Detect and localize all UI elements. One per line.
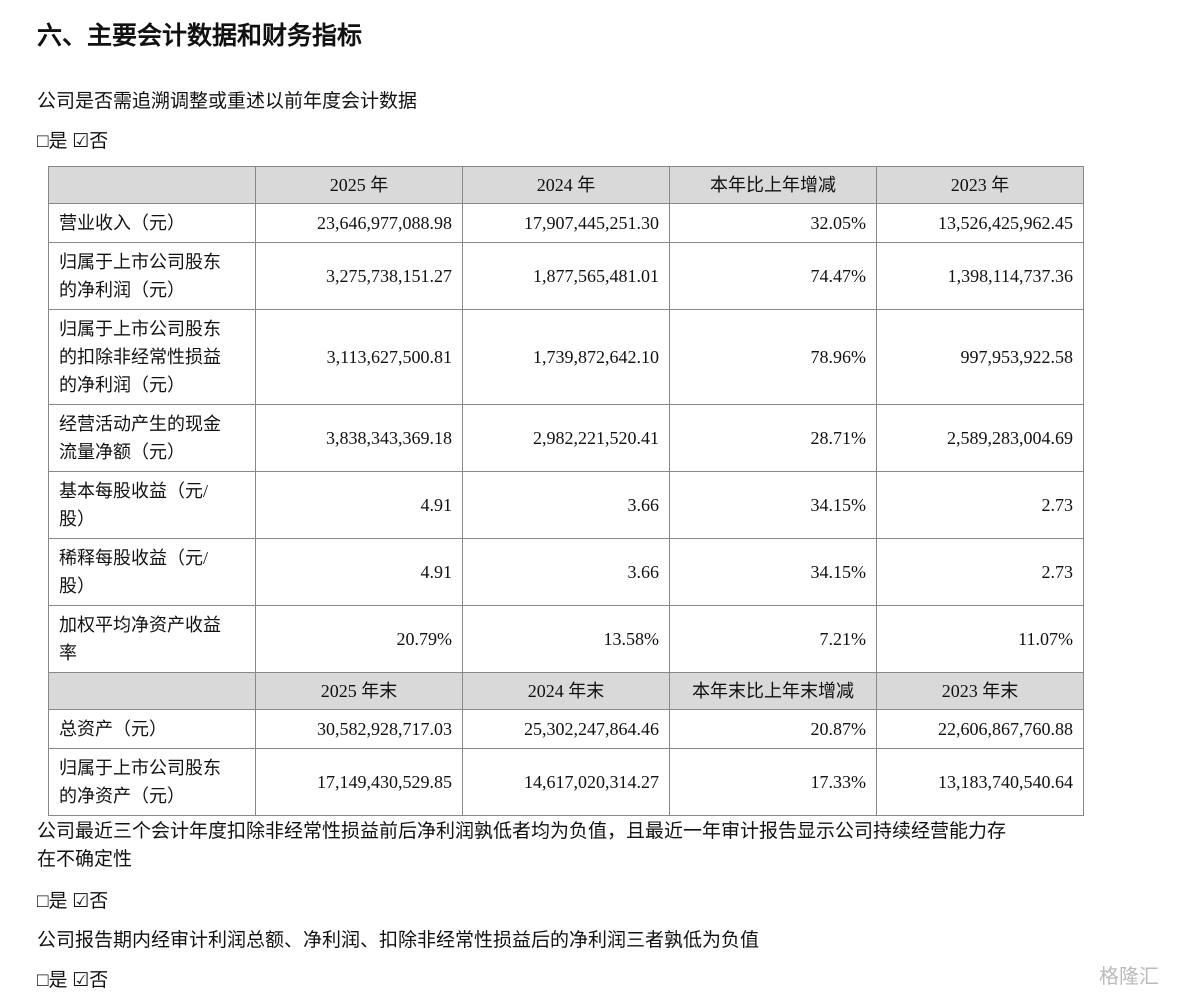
cell: 17.33% <box>669 748 877 816</box>
cell: 3,275,738,151.27 <box>255 242 463 310</box>
header-row: 2025 年末 2024 年末 本年末比上年末增减 2023 年末 <box>48 672 1084 710</box>
question: 公司最近三个会计年度扣除非经常性损益前后净利润孰低者均为负值，且最近一年审计报告… <box>37 821 1007 870</box>
row-label: 营业收入（元） <box>48 203 256 243</box>
question: 公司报告期内经审计利润总额、净利润、扣除非经常性损益后的净利润三者孰低为负值 <box>37 930 760 951</box>
cell: 1,739,872,642.10 <box>462 309 670 405</box>
row-label-line: 股） <box>59 576 95 596</box>
row-label: 归属于上市公司股东 的净利润（元） <box>48 242 256 310</box>
data-row: 归属于上市公司股东 的净利润（元） 3,275,738,151.27 1,877,56… <box>48 242 1084 310</box>
row-label: 经营活动产生的现金 流量净额（元） <box>48 404 256 472</box>
header-row: 2025 年 2024 年本年比上年增减 2023 年 <box>48 166 1084 204</box>
cell: 13,183,740,540.64 <box>876 748 1084 816</box>
cell: 74.47% <box>669 242 877 310</box>
cell: 997,953,922.58 <box>876 309 1084 405</box>
header-cell: 2023 年 <box>876 166 1084 204</box>
data-row: 稀释每股收益（元/股） 4.91 3.66 34.15% 2.73 <box>48 538 1084 606</box>
cell: 2,982,221,520.41 <box>462 404 670 472</box>
row-label-line: 归属于上市公司股东 <box>59 758 221 778</box>
row-label-line: 加权平均净资产收益 <box>59 615 221 635</box>
cell: 1,398,114,737.36 <box>876 242 1084 310</box>
cell: 1,877,565,481.01 <box>462 242 670 310</box>
question: 公司是否需追溯调整或重述以前年度会计数据 <box>37 91 418 112</box>
row-label-line: 流量净额（元） <box>59 442 185 462</box>
cell: 3.66 <box>462 471 670 539</box>
cell: 3.66 <box>462 538 670 606</box>
cell: 78.96% <box>669 309 877 405</box>
cell: 13,526,425,962.45 <box>876 203 1084 243</box>
cell: 34.15% <box>669 538 877 606</box>
data-row: 归属于上市公司股东 的扣除非经常性损益 的净利润（元） 3,113,627,500.8… <box>48 309 1084 405</box>
cell: 7.21% <box>669 605 877 673</box>
header-cell <box>48 166 256 204</box>
cell: 34.15% <box>669 471 877 539</box>
row-label-line: 率 <box>59 643 77 663</box>
header-cell <box>48 672 256 710</box>
data-row: 加权平均净资产收益率 20.79% 13.58% 7.21% 11.07% <box>48 605 1084 673</box>
header-cell: 2024 年 <box>462 166 670 204</box>
row-label-line: 归属于上市公司股东 <box>59 252 221 272</box>
cell: 17,907,445,251.30 <box>462 203 670 243</box>
cell: 20.87% <box>669 709 877 749</box>
row-label: 基本每股收益（元/股） <box>48 471 256 539</box>
financial-table: 2025 年 2024 年本年比上年增减 2023 年营业收入（元） 23,646,9… <box>48 166 1084 816</box>
cell: 2.73 <box>876 471 1084 539</box>
row-label-line: 股） <box>59 509 95 529</box>
watermark: 格隆汇 <box>1099 964 1159 988</box>
row-label-line: 的净利润（元） <box>59 375 185 395</box>
choice: □是 ☑否 <box>37 970 109 991</box>
header-cell: 本年末比上年末增减 <box>669 672 877 710</box>
row-label-line: 总资产（元） <box>59 719 167 739</box>
cell: 4.91 <box>255 538 463 606</box>
choice: □是 ☑否 <box>37 891 109 912</box>
data-row: 基本每股收益（元/股） 4.91 3.66 34.15% 2.73 <box>48 471 1084 539</box>
row-label: 归属于上市公司股东 的扣除非经常性损益 的净利润（元） <box>48 309 256 405</box>
row-label-line: 稀释每股收益（元/ <box>59 548 209 568</box>
cell: 32.05% <box>669 203 877 243</box>
row-label: 归属于上市公司股东 的净资产（元） <box>48 748 256 816</box>
row-label-line: 基本每股收益（元/ <box>59 481 209 501</box>
choice: □是 ☑否 <box>37 131 109 152</box>
cell: 2.73 <box>876 538 1084 606</box>
row-label-line: 营业收入（元） <box>59 213 185 233</box>
cell: 3,113,627,500.81 <box>255 309 463 405</box>
cell: 20.79% <box>255 605 463 673</box>
row-label-line: 归属于上市公司股东 <box>59 319 221 339</box>
header-cell: 2023 年末 <box>876 672 1084 710</box>
row-label: 稀释每股收益（元/股） <box>48 538 256 606</box>
header-cell: 本年比上年增减 <box>669 166 877 204</box>
cell: 30,582,928,717.03 <box>255 709 463 749</box>
row-label-line: 的净利润（元） <box>59 280 185 300</box>
data-row: 归属于上市公司股东 的净资产（元） 17,149,430,529.85 14,617,… <box>48 748 1084 816</box>
row-label: 总资产（元） <box>48 709 256 749</box>
cell: 23,646,977,088.98 <box>255 203 463 243</box>
header-cell: 2025 年末 <box>255 672 463 710</box>
cell: 3,838,343,369.18 <box>255 404 463 472</box>
cell: 11.07% <box>876 605 1084 673</box>
row-label-line: 的净资产（元） <box>59 786 185 806</box>
row-label-line: 经营活动产生的现金 <box>59 414 221 434</box>
cell: 17,149,430,529.85 <box>255 748 463 816</box>
row-label-line: 的扣除非经常性损益 <box>59 347 221 367</box>
cell: 13.58% <box>462 605 670 673</box>
section-title: 六、主要会计数据和财务指标 <box>37 21 363 50</box>
data-row: 营业收入（元） 23,646,977,088.98 17,907,445,251.3… <box>48 203 1084 243</box>
cell: 14,617,020,314.27 <box>462 748 670 816</box>
data-row: 经营活动产生的现金 流量净额（元） 3,838,343,369.18 2,982,22… <box>48 404 1084 472</box>
cell: 4.91 <box>255 471 463 539</box>
cell: 22,606,867,760.88 <box>876 709 1084 749</box>
data-row: 总资产（元） 30,582,928,717.03 25,302,247,864.46… <box>48 709 1084 749</box>
header-cell: 2024 年末 <box>462 672 670 710</box>
cell: 2,589,283,004.69 <box>876 404 1084 472</box>
cell: 28.71% <box>669 404 877 472</box>
row-label: 加权平均净资产收益率 <box>48 605 256 673</box>
cell: 25,302,247,864.46 <box>462 709 670 749</box>
header-cell: 2025 年 <box>255 166 463 204</box>
